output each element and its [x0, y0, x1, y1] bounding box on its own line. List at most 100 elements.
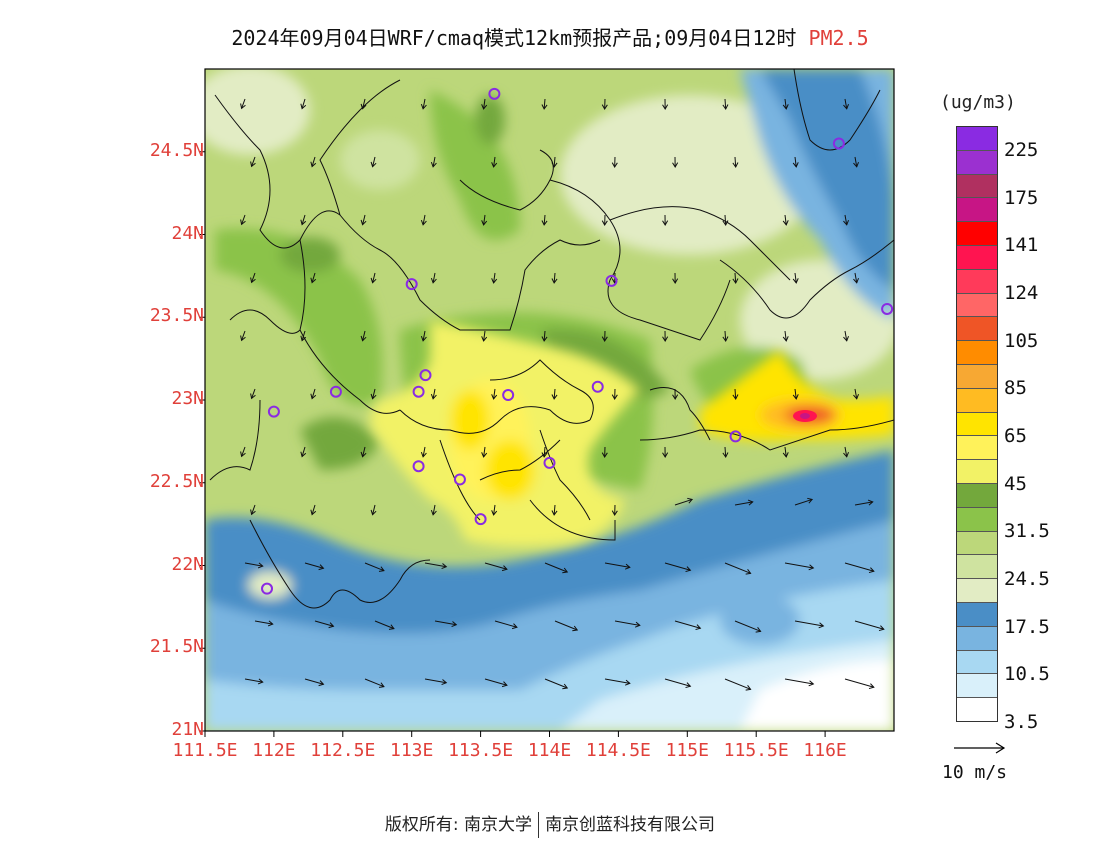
- longitude-labels: 111.5E 112E 112.5E 113E 113.5E 114E 114.5E 115E…: [160, 740, 920, 764]
- station-circle-icon: [329, 385, 342, 398]
- wind-arrow-icon: [732, 156, 739, 168]
- station-circle-icon: [419, 369, 432, 382]
- colorbar-cell: [957, 579, 997, 603]
- wind-arrow-icon: [254, 620, 274, 627]
- wind-arrow-icon: [491, 156, 498, 168]
- wind-arrow-icon: [782, 214, 789, 226]
- colorbar-label: 10.5: [1004, 663, 1050, 686]
- wind-arrow-icon: [604, 678, 631, 686]
- wind-arrow-icon: [544, 678, 569, 690]
- wind-arrow-icon: [732, 272, 739, 284]
- wind-arrow-icon: [854, 499, 874, 506]
- colorbar-label: 17.5: [1004, 615, 1050, 638]
- wind-arrow-icon: [794, 497, 814, 506]
- wind-arrow-icon: [843, 214, 849, 226]
- wind-arrow-icon: [240, 446, 246, 458]
- wind-arrow-icon: [494, 620, 518, 630]
- wind-arrow-icon: [601, 98, 608, 110]
- longitude-label: 116E: [803, 740, 847, 761]
- title-main: 2024年09月04日WRF/cmaq模式12km预报产品;09月04日12时: [231, 26, 797, 50]
- colorbar-cell: [957, 674, 997, 699]
- wind-arrow-icon: [843, 330, 849, 342]
- wind-arrow-icon: [853, 272, 859, 284]
- latitude-label: 23N: [171, 388, 204, 409]
- longitude-label: 114.5E: [585, 740, 651, 761]
- wind-arrow-icon: [722, 98, 729, 110]
- title-pollutant: PM2.5: [808, 26, 869, 50]
- wind-arrow-icon: [491, 504, 498, 516]
- colorbar-cell: [957, 364, 997, 389]
- station-circle-icon: [502, 389, 515, 402]
- colorbar-label: 24.5: [1004, 567, 1050, 590]
- wind-arrow-icon: [664, 678, 692, 689]
- chart-title: 2024年09月04日WRF/cmaq模式12km预报产品;09月04日12时 P…: [0, 22, 1100, 51]
- wind-arrow-icon: [794, 620, 825, 629]
- wind-arrow-icon: [424, 562, 448, 570]
- wind-arrow-icon: [250, 156, 256, 168]
- wind-arrow-icon: [843, 446, 849, 458]
- latitude-label: 23.5N: [149, 305, 204, 327]
- wind-arrow-icon: [300, 446, 307, 458]
- station-circle-icon: [412, 385, 425, 398]
- wind-arrow-icon: [724, 678, 752, 691]
- colorbar-cell: [957, 245, 997, 270]
- wind-arrow-icon: [250, 388, 256, 400]
- wind-arrow-icon: [244, 562, 264, 569]
- axis-ticks: [199, 151, 826, 737]
- wind-arrow-icon: [310, 388, 317, 400]
- wind-arrow-icon: [601, 446, 608, 458]
- latitude-label: 22N: [171, 553, 204, 575]
- wind-arrow-icon: [734, 620, 762, 633]
- footer-copyright: 版权所有: 南京大学: [384, 815, 533, 835]
- latitude-label: 24.5N: [149, 139, 204, 161]
- wind-arrow-icon: [434, 620, 458, 628]
- wind-arrow-icon: [430, 156, 437, 168]
- wind-arrow-icon: [782, 446, 789, 458]
- wind-arrow-icon: [360, 214, 367, 226]
- colorbar-cell: [957, 388, 997, 413]
- wind-arrow-icon: [491, 272, 498, 284]
- wind-arrow-icon: [662, 446, 669, 458]
- wind-arrow-icon: [541, 214, 548, 226]
- colorbar-cell: [957, 507, 997, 532]
- latitude-label: 24N: [171, 222, 204, 244]
- wind-arrow-icon: [732, 388, 739, 400]
- wind-arrow-icon: [360, 98, 367, 110]
- longitude-label: 112E: [252, 740, 296, 761]
- longitude-label: 113E: [390, 740, 434, 761]
- wind-arrow-icon: [481, 214, 488, 226]
- wind-arrow-icon: [844, 678, 875, 690]
- wind-arrow-icon: [364, 562, 385, 572]
- station-circle-icon: [267, 405, 280, 418]
- station-circle-icon: [605, 274, 618, 287]
- longitude-label: 113.5E: [448, 740, 514, 761]
- wind-arrow-icon: [551, 156, 558, 168]
- station-circle-icon: [474, 513, 487, 526]
- wind-arrow-icon: [430, 504, 437, 516]
- station-circle-icon: [405, 278, 418, 291]
- colorbar-cell: [957, 341, 997, 365]
- station-circle-icon: [881, 302, 894, 315]
- colorbar-cell: [957, 436, 997, 461]
- colorbar-label: 225: [1004, 138, 1039, 161]
- wind-arrow-icon: [551, 272, 558, 284]
- wind-arrow-icon: [244, 678, 264, 685]
- longitude-label: 115E: [665, 740, 709, 761]
- wind-arrow-icon: [843, 98, 849, 110]
- wind-arrow-icon: [484, 562, 508, 572]
- wind-arrow-icon: [662, 98, 669, 110]
- colorbar-cell: [957, 531, 997, 556]
- wind-arrow-icon: [611, 388, 618, 400]
- wind-arrow-icon: [724, 562, 752, 575]
- wind-arrow-icon: [544, 562, 569, 574]
- colorbar-cell: [957, 174, 997, 199]
- wind-arrow-icon: [420, 446, 427, 458]
- wind-arrow-icon: [310, 504, 317, 516]
- latitude-label: 21.5N: [149, 636, 204, 658]
- wind-arrow-icon: [481, 330, 488, 342]
- wind-arrow-icon: [374, 620, 395, 630]
- wind-arrow-icon: [614, 620, 641, 628]
- longitude-label: 112.5E: [310, 740, 376, 761]
- wind-arrow-icon: [734, 499, 754, 506]
